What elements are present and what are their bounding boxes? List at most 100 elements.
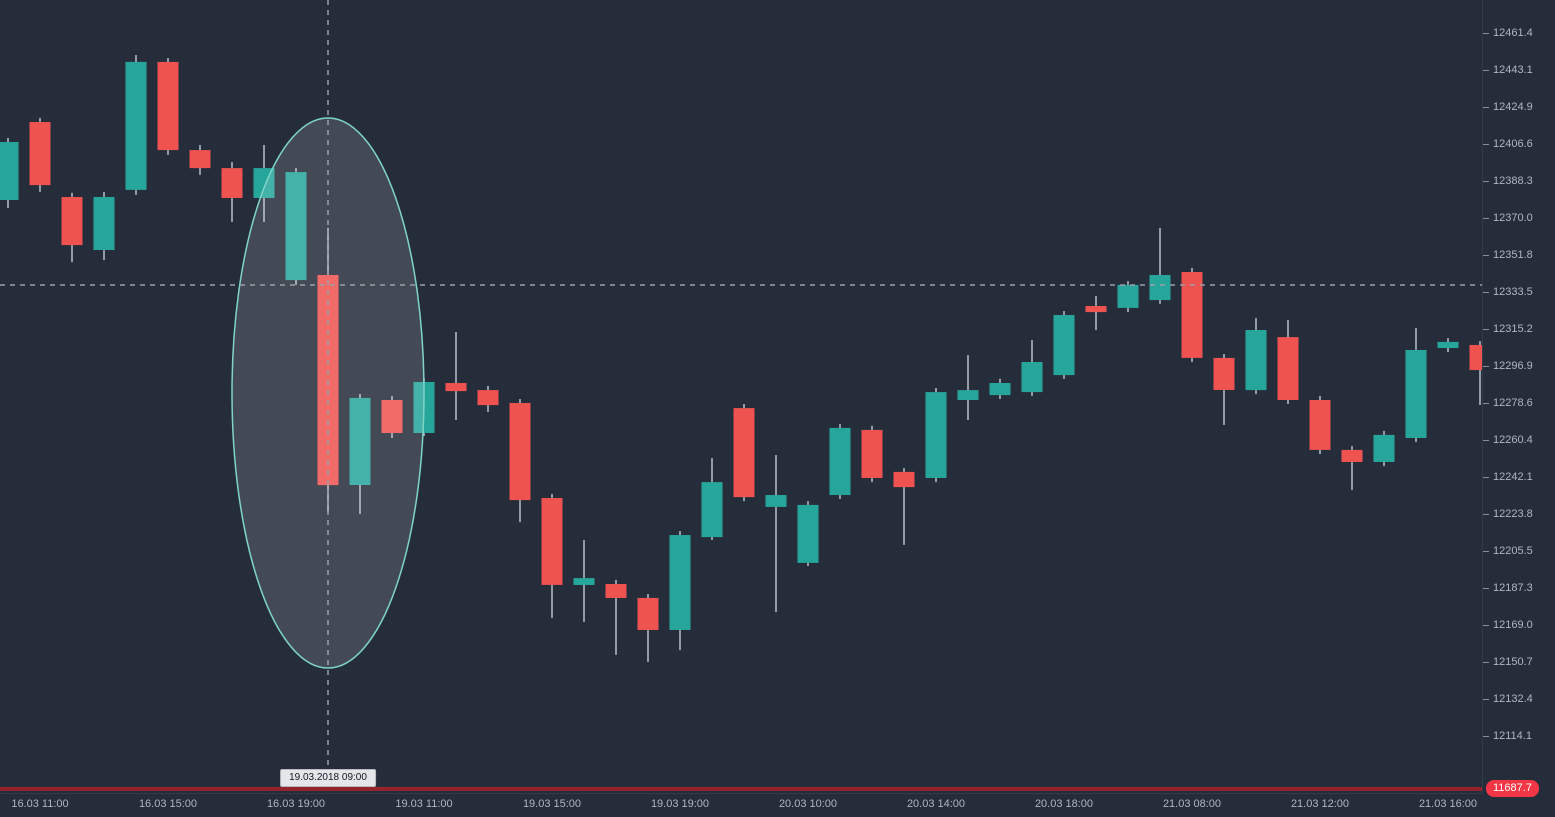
price-tick [1483,143,1489,145]
candle [61,192,83,263]
candle-body [1149,275,1171,301]
candle-body [861,429,883,478]
candle-body [0,142,19,200]
price-tick [1483,328,1489,330]
candle-body [157,61,179,151]
price-label: 12150.7 [1493,656,1533,668]
candle-body [989,383,1011,396]
candle [1341,446,1363,490]
candle-body [701,482,723,538]
price-tick [1483,550,1489,552]
candle [925,388,947,483]
candle-body [1309,400,1331,450]
candle [1373,430,1395,467]
price-tick [1483,587,1489,589]
candle-body [765,495,787,507]
price-label: 12315.2 [1493,323,1533,335]
candle [1117,281,1139,312]
candle-body [1245,330,1267,391]
candle [989,378,1011,399]
candle-body [29,122,51,186]
price-label: 12388.3 [1493,175,1533,187]
price-tick [1483,476,1489,478]
candle [93,191,115,261]
candle [861,425,883,483]
time-label: 19.03 11:00 [395,798,453,810]
candle-body [957,390,979,400]
candle-body [61,197,83,246]
price-axis[interactable]: 12461.4 12443.1 12424.9 12406.6 12388.3 12370… [1482,0,1555,793]
candle-body [509,403,531,501]
candle [1213,354,1235,425]
candle-body [381,400,403,433]
price-label: 12242.1 [1493,471,1533,483]
time-label: 20.03 14:00 [906,798,966,810]
candle [1277,320,1299,404]
candle-body [1469,345,1482,371]
price-tick [1483,439,1489,441]
price-label: 12114.1 [1493,730,1532,742]
candle [1021,340,1043,396]
candle-body [1277,337,1299,400]
candle [1469,341,1482,405]
candle [477,386,499,412]
price-tick [1483,291,1489,293]
price-tick [1483,32,1489,34]
time-label: 16.03 19:00 [266,798,326,810]
price-label: 12333.5 [1493,286,1533,298]
price-tick [1483,735,1489,737]
price-tick [1483,106,1489,108]
candle-body [541,498,563,585]
price-label: 12443.1 [1493,64,1533,76]
candle [1053,311,1075,379]
time-label: 20.03 18:00 [1034,798,1094,810]
price-tick [1483,624,1489,626]
price-label: 12461.4 [1493,27,1533,39]
price-label: 12278.6 [1493,397,1533,409]
candle [541,494,563,618]
price-label: 12351.8 [1493,249,1533,261]
candle-body [189,150,211,169]
price-tick [1483,661,1489,663]
candle [733,404,755,502]
candle-body [477,390,499,406]
crosshair-date-label: 19.03.2018 09:00 [280,769,376,787]
candle [349,393,371,514]
price-tick [1483,69,1489,71]
candle-body [605,584,627,598]
candle-body [1117,284,1139,308]
price-tick [1483,698,1489,700]
candle-body [1053,315,1075,376]
candle [1181,267,1203,362]
candle-body [1181,272,1203,358]
candle [701,458,723,541]
candle-body [1437,341,1459,348]
candle [1245,318,1267,395]
candle-body [1021,362,1043,393]
price-label: 12406.6 [1493,138,1533,150]
candle-body [669,535,691,630]
time-label: 21.03 16:00 [1418,798,1478,810]
candle-body [93,197,115,250]
candle [285,168,307,285]
candle-body [349,397,371,485]
candle-body [1373,434,1395,462]
candle-body [797,504,819,563]
candle-body [829,427,851,495]
candle [509,399,531,523]
time-label: 16.03 15:00 [138,798,198,810]
price-tick [1483,513,1489,515]
candlestick-chart[interactable] [0,0,1482,793]
price-label: 12370.0 [1493,212,1533,224]
price-tick [1483,217,1489,219]
candle-body [445,383,467,392]
time-label: 19.03 15:00 [522,798,582,810]
price-label: 12205.5 [1493,545,1533,557]
time-axis[interactable]: 16.03 11:00 16.03 15:00 16.03 19:00 19.03 1… [0,793,1482,817]
candle-body [1341,449,1363,462]
price-tick [1483,180,1489,182]
candle [221,162,243,222]
candle [125,55,147,195]
candle [189,145,211,175]
